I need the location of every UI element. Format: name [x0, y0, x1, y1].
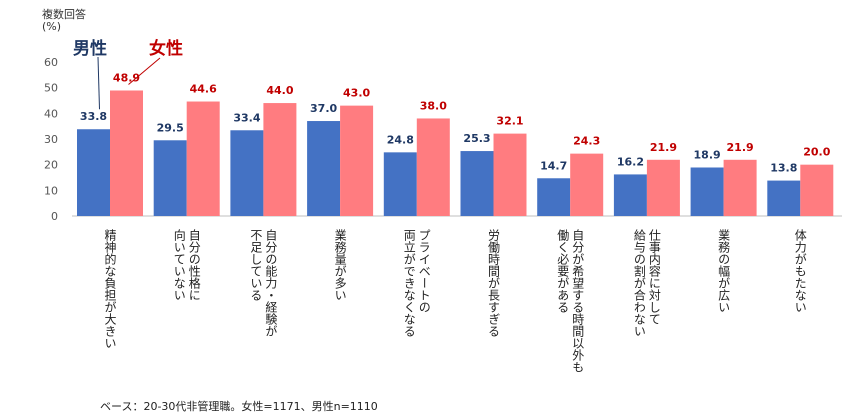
- y-tick-label: 60: [44, 56, 58, 69]
- bar-male: [230, 130, 264, 216]
- data-label-male: 33.4: [233, 111, 260, 124]
- x-category-label: 働く必要がある: [556, 229, 570, 313]
- legend-leader-male: [97, 56, 100, 110]
- data-label-female: 43.0: [343, 87, 370, 100]
- x-category-label: 両立ができなくなる: [402, 229, 416, 337]
- bar-male: [460, 151, 494, 216]
- x-category-label: 向いていない: [172, 228, 186, 301]
- data-label-female: 44.0: [266, 84, 293, 97]
- bar-male: [690, 167, 724, 216]
- x-category-label: 業務の幅が広い: [717, 229, 731, 313]
- y-tick-label: 0: [51, 210, 58, 223]
- bar-female: [723, 159, 757, 216]
- x-category-label: 精神的な負担が大きい: [103, 229, 117, 349]
- data-label-female: 48.9: [113, 71, 140, 84]
- data-label-male: 13.8: [770, 162, 797, 175]
- data-label-male: 33.8: [80, 110, 107, 123]
- bar-female: [570, 153, 604, 216]
- legend-male: 男性: [73, 38, 107, 59]
- legend-leader-female: [128, 57, 161, 85]
- bar-male: [153, 140, 187, 216]
- x-category-label: 業務量が多い: [333, 229, 347, 301]
- data-label-male: 18.9: [694, 148, 721, 161]
- bar-male: [537, 178, 571, 216]
- bar-male: [767, 180, 801, 216]
- data-label-female: 32.1: [496, 115, 523, 128]
- x-category-label: 自分の能力・経験が: [264, 229, 278, 337]
- base-note: ベース：20-30代非管理職。女性=1171、男性n=1110: [100, 400, 378, 413]
- y-tick-label: 50: [44, 82, 58, 95]
- bar-female: [263, 103, 297, 216]
- y-tick-label: 40: [44, 107, 58, 120]
- bar-male: [77, 129, 110, 216]
- y-axis-unit: (%): [42, 20, 62, 33]
- x-category-label: プライベートの: [417, 229, 431, 313]
- bar-male: [613, 174, 647, 216]
- legend-female: 女性: [149, 38, 183, 59]
- y-tick-label: 20: [44, 159, 58, 172]
- data-label-female: 21.9: [727, 141, 754, 154]
- chart-subtitle: 複数回答: [42, 8, 86, 21]
- data-label-female: 21.9: [650, 141, 677, 154]
- bar-female: [493, 133, 527, 216]
- bar-female: [646, 159, 680, 216]
- bar-female: [186, 101, 220, 216]
- bar-female: [340, 105, 374, 216]
- y-tick-label: 10: [44, 184, 58, 197]
- data-label-male: 37.0: [310, 102, 337, 115]
- bar-female: [800, 164, 834, 216]
- data-label-male: 24.8: [387, 133, 414, 146]
- data-label-male: 16.2: [617, 155, 644, 168]
- x-category-label: 不足している: [249, 229, 263, 301]
- data-label-female: 38.0: [420, 99, 447, 112]
- x-category-label: 自分が希望する時間以外も: [571, 229, 585, 373]
- bar-female: [416, 118, 450, 216]
- x-category-label: 自分の性格に: [187, 229, 201, 301]
- bar-female: [110, 90, 143, 216]
- bar-male: [383, 152, 417, 216]
- data-label-female: 24.3: [573, 135, 600, 148]
- bar-male: [307, 121, 341, 216]
- data-label-male: 14.7: [540, 159, 567, 172]
- data-label-female: 44.6: [190, 83, 217, 96]
- x-category-label: 仕事内容に対して: [647, 229, 661, 325]
- y-tick-label: 30: [44, 133, 58, 146]
- data-label-male: 25.3: [463, 132, 490, 145]
- x-category-label: 体力がもたない: [793, 229, 807, 313]
- x-category-label: 労働時間が長すぎる: [487, 229, 501, 337]
- data-label-male: 29.5: [157, 121, 184, 134]
- data-label-female: 20.0: [803, 146, 830, 159]
- x-category-label: 給与の割が合わない: [632, 229, 646, 337]
